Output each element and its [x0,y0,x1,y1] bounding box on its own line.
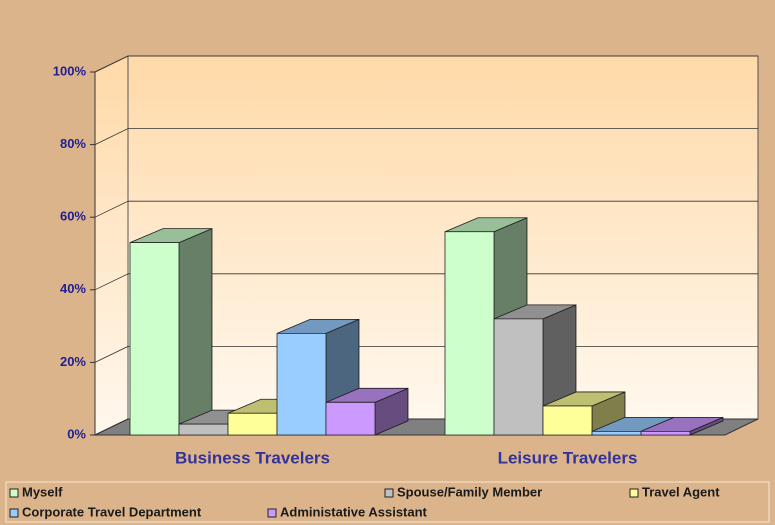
y-tick-label: 20% [60,354,86,369]
legend-swatch [9,508,19,518]
grid-line [94,55,129,73]
legend-swatch [384,488,394,498]
grid-line [94,273,129,291]
bar-top-shade [592,417,674,432]
legend-label: Administative Assistant [280,504,428,519]
bar-front [227,412,278,436]
y-tick-label: 40% [60,281,86,296]
bar-top-shade [326,388,408,403]
bar-front [129,242,180,436]
legend-box [5,481,770,523]
grid-line [94,200,129,218]
bar-front [591,430,642,436]
grid-line [94,128,129,145]
bar-side-shade [690,417,723,435]
y-tick-label: 0% [67,426,86,441]
back-wall [127,55,759,420]
y-tick-label: 80% [60,136,86,151]
y-tick-label: 60% [60,209,86,224]
bar-front [444,231,495,436]
legend-swatch [629,488,639,498]
bar [640,416,724,436]
bar-top-shade [130,228,212,243]
legend-swatch [9,488,19,498]
bar [325,387,409,436]
legend-swatch [267,508,277,518]
x-tick-label: Business Travelers [175,448,330,467]
bar-top-shade [277,319,359,334]
bar-front [640,430,691,436]
bar-side-shade [375,388,408,435]
bar-front [276,332,327,436]
bar-front [542,405,593,436]
bar-front [178,423,229,436]
bar-top-shade [641,417,723,432]
bar-top-shade [494,304,576,319]
legend-label: Travel Agent [642,484,720,499]
grid-line [94,346,129,363]
bar-front [493,318,544,436]
grid-line [94,418,129,436]
legend-label: Myself [22,484,63,499]
side-wall [94,55,129,436]
bar [129,228,213,436]
bar-top-shade [543,391,625,406]
bar-front [325,401,376,436]
x-tick-label: Leisure Travelers [498,448,638,467]
bar-top-shade [445,217,527,232]
legend-label: Spouse/Family Member [397,484,542,499]
legend-label: Corporate Travel Department [22,504,202,519]
y-tick-label: 100% [53,63,87,78]
bar-side-shade [179,228,212,435]
